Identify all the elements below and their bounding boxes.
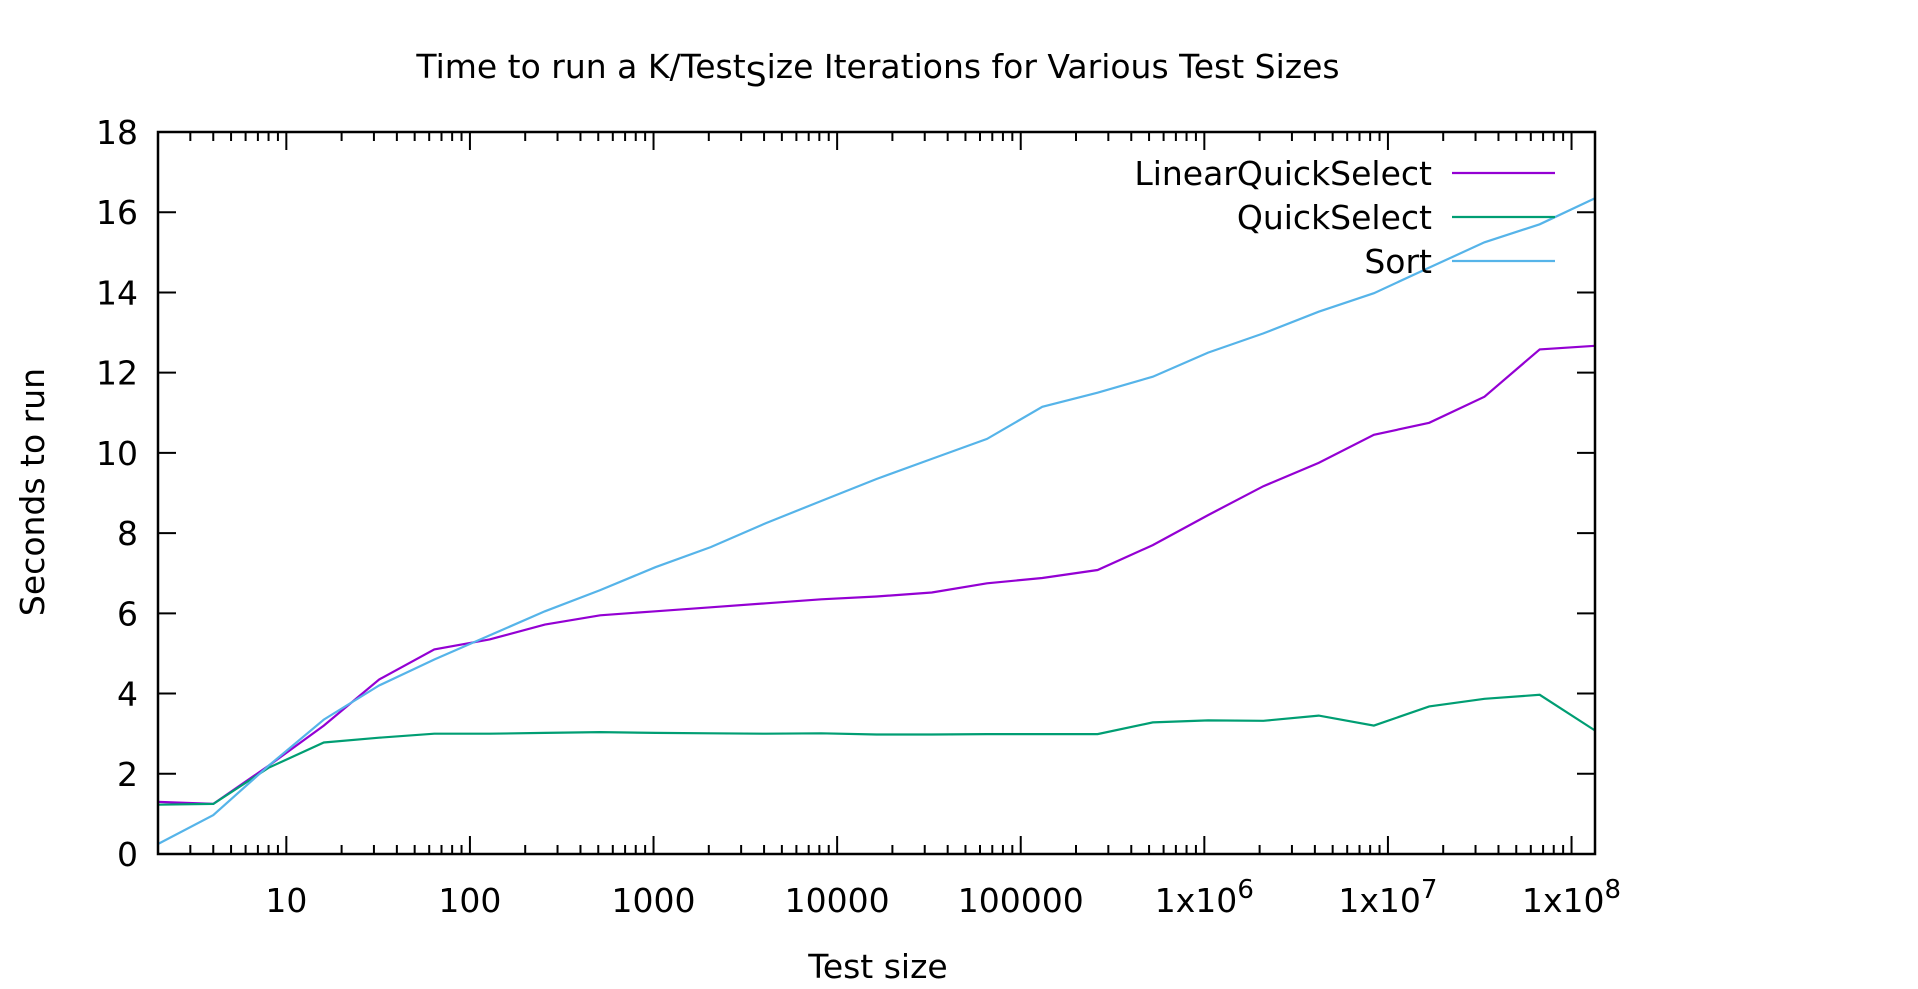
x-tick-label-base: 10 — [265, 881, 307, 920]
y-tick-label: 8 — [117, 514, 138, 553]
chart-title-main: Time to run a K/Test — [415, 47, 745, 86]
chart-title: Time to run a K/TestSize Iterations for … — [415, 47, 1339, 94]
x-tick-label: 1x106 — [1155, 875, 1254, 920]
series-line-quickselect — [157, 693, 1596, 806]
x-axis-label: Test size — [807, 947, 947, 986]
y-tick-label: 2 — [117, 755, 138, 794]
x-tick-label: 100 — [438, 881, 501, 920]
x-tick-label: 10000 — [785, 881, 890, 920]
y-tick-label: 18 — [96, 113, 138, 152]
series-line-sort — [157, 197, 1596, 845]
x-tick-label-exponent: 7 — [1421, 875, 1438, 905]
x-tick-label: 100000 — [958, 881, 1084, 920]
y-tick-label: 14 — [96, 273, 138, 312]
x-tick-label-exponent: 6 — [1237, 875, 1254, 905]
y-tick-label: 6 — [117, 594, 138, 633]
y-tick-label: 10 — [96, 434, 138, 473]
series-layer — [157, 197, 1596, 845]
x-tick-label: 10 — [265, 881, 307, 920]
y-tick-label: 12 — [96, 354, 138, 393]
y-tick-label: 16 — [96, 193, 138, 232]
chart-title-rest: ize Iterations for Various Test Sizes — [767, 47, 1340, 86]
y-tick-label: 4 — [117, 675, 138, 714]
x-tick-label-base: 1x10 — [1338, 881, 1421, 920]
x-tick-label-base: 1x10 — [1522, 881, 1605, 920]
plot-frame — [156, 130, 1597, 856]
chart-title-subscript: S — [746, 55, 767, 94]
x-tick-label: 1000 — [612, 881, 696, 920]
x-tick-label-base: 1x10 — [1155, 881, 1238, 920]
y-axis-label: Seconds to run — [13, 368, 52, 616]
x-tick-label-exponent: 8 — [1605, 875, 1622, 905]
x-tick-label-base: 1000 — [612, 881, 696, 920]
x-tick-label-base: 10000 — [785, 881, 890, 920]
x-tick-label: 1x107 — [1338, 875, 1437, 920]
x-tick-label-base: 100 — [438, 881, 501, 920]
legend: LinearQuickSelect QuickSelect Sort — [1134, 154, 1555, 281]
x-tick-label: 1x108 — [1522, 875, 1621, 920]
legend-label: Sort — [1364, 242, 1432, 281]
series-line-linearquickselect — [157, 344, 1596, 806]
y-tick-label: 0 — [117, 835, 138, 874]
x-tick-label-base: 100000 — [958, 881, 1084, 920]
legend-label: QuickSelect — [1237, 198, 1432, 237]
legend-label: LinearQuickSelect — [1134, 154, 1432, 193]
